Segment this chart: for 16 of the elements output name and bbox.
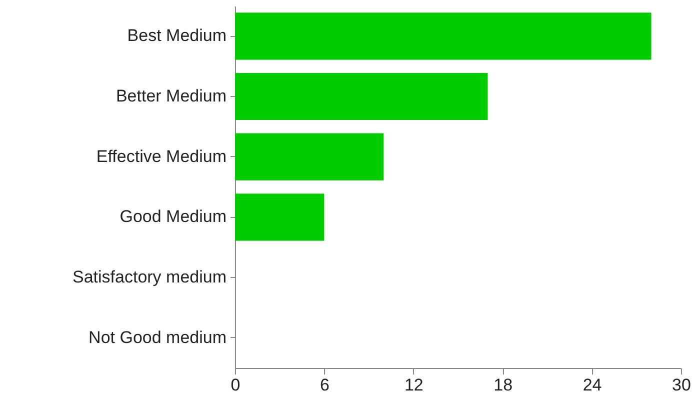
bar [235,194,324,241]
y-tick-label: Good Medium [120,207,226,226]
y-tick-label: Better Medium [116,86,226,106]
x-tick-label: 0 [230,376,240,394]
bar [235,133,384,180]
y-tick-label: Satisfactory medium [72,268,226,286]
x-tick-label: 18 [494,376,513,394]
y-tick-label: Best Medium [127,26,226,46]
bar [235,12,652,60]
y-tick-label: Effective Medium [96,146,226,166]
x-tick-label: 12 [404,376,424,394]
y-tick-label: Not Good medium [88,328,226,347]
x-tick-label: 24 [582,376,602,394]
x-tick-label: 30 [672,376,691,394]
bar [235,72,488,120]
x-tick-label: 6 [320,376,330,394]
